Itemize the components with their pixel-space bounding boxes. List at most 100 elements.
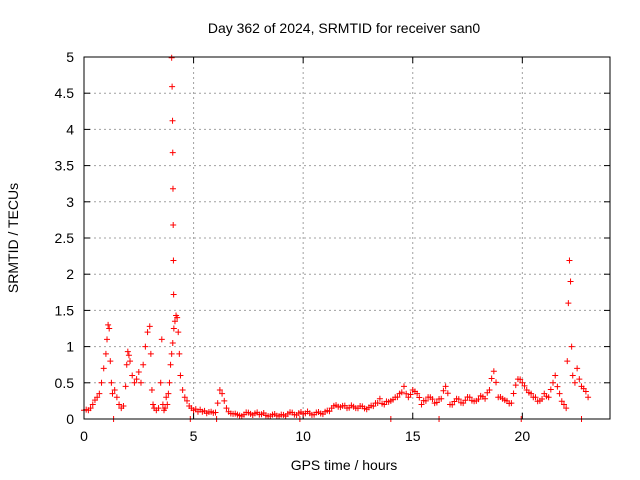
y-tick-label: 2 [66, 266, 74, 282]
data-point [123, 361, 130, 368]
data-point [376, 395, 383, 402]
data-point [532, 394, 539, 401]
data-point-dense [554, 383, 561, 390]
data-point [569, 372, 576, 379]
data-point [418, 401, 425, 408]
outlier-point [169, 149, 176, 156]
data-point [438, 395, 445, 402]
data-point [150, 401, 157, 408]
data-point [109, 390, 116, 397]
data-point [466, 394, 473, 401]
y-tick-label: 4.5 [55, 85, 75, 101]
data-point [175, 329, 182, 336]
data-point [216, 387, 223, 394]
data-point [550, 379, 557, 386]
data-point [181, 394, 188, 401]
data-point [166, 379, 173, 386]
data-point-dense [449, 401, 456, 408]
data-point [163, 394, 170, 401]
data-point [142, 343, 149, 350]
data-point [94, 394, 101, 401]
chart-title: Day 362 of 2024, SRMTID for receiver san… [208, 20, 481, 36]
data-point [125, 352, 132, 359]
data-point [165, 390, 172, 397]
data-point-dense [517, 376, 524, 383]
data-point [508, 400, 515, 407]
data-point [565, 300, 572, 307]
data-point [144, 329, 151, 336]
x-axis-label: GPS time / hours [291, 457, 398, 473]
data-point [105, 321, 112, 328]
y-axis-label: SRMTID / TECUs [5, 183, 21, 293]
data-point-dense [493, 379, 500, 386]
data-points [81, 54, 592, 422]
outlier-point [170, 291, 177, 298]
data-point-dense [510, 390, 517, 397]
data-point [111, 387, 118, 394]
data-point [133, 376, 140, 383]
data-point [146, 323, 153, 330]
data-point [490, 368, 497, 375]
data-point [129, 372, 136, 379]
data-point [137, 379, 144, 386]
data-point [158, 336, 165, 343]
data-point-dense [462, 397, 469, 404]
data-point [556, 390, 563, 397]
data-point [528, 390, 535, 397]
y-tick-label: 2.5 [55, 230, 75, 246]
data-point-dense [455, 396, 462, 403]
data-point [545, 394, 552, 401]
data-point [482, 395, 489, 402]
data-point [568, 343, 575, 350]
data-point-dense [433, 399, 440, 406]
data-point [422, 397, 429, 404]
data-point-dense [547, 386, 554, 393]
data-point [157, 379, 164, 386]
outlier-point [170, 257, 177, 264]
data-point [221, 397, 228, 404]
data-point [381, 401, 388, 408]
data-point [168, 350, 175, 357]
data-point-dense [558, 398, 565, 405]
data-point-dense [407, 391, 414, 398]
outlier-point [170, 221, 177, 228]
data-point [87, 405, 94, 412]
y-tick-label: 5 [66, 49, 74, 65]
data-point [585, 394, 592, 401]
data-point [164, 401, 171, 408]
data-point [567, 278, 574, 285]
data-point [552, 372, 559, 379]
y-tick-label: 3 [66, 194, 74, 210]
data-point-dense [394, 394, 401, 401]
data-point [177, 372, 184, 379]
data-point [131, 379, 138, 386]
data-point-dense [444, 390, 451, 397]
data-point [564, 358, 571, 365]
data-point [486, 387, 493, 394]
data-point [170, 325, 177, 332]
data-point [155, 405, 162, 412]
data-point [108, 379, 115, 386]
data-point-dense [374, 399, 381, 406]
grid-lines [84, 57, 610, 419]
data-point [184, 397, 191, 404]
outlier-point [169, 117, 176, 124]
data-point [219, 390, 226, 397]
x-tick-label: 10 [295, 428, 311, 444]
data-point-dense [326, 408, 333, 415]
data-point [574, 365, 581, 372]
y-tick-label: 1.5 [55, 302, 75, 318]
data-point-dense [429, 396, 436, 403]
data-point [120, 402, 127, 409]
data-point [102, 350, 109, 357]
data-point [104, 336, 111, 343]
data-point-dense [512, 382, 519, 389]
data-point [223, 405, 230, 412]
x-tick-label: 5 [190, 428, 198, 444]
data-point-dense [475, 396, 482, 403]
data-point [162, 405, 169, 412]
data-point [560, 401, 567, 408]
data-point [582, 388, 589, 395]
data-point [127, 358, 134, 365]
data-point-dense [370, 403, 377, 410]
